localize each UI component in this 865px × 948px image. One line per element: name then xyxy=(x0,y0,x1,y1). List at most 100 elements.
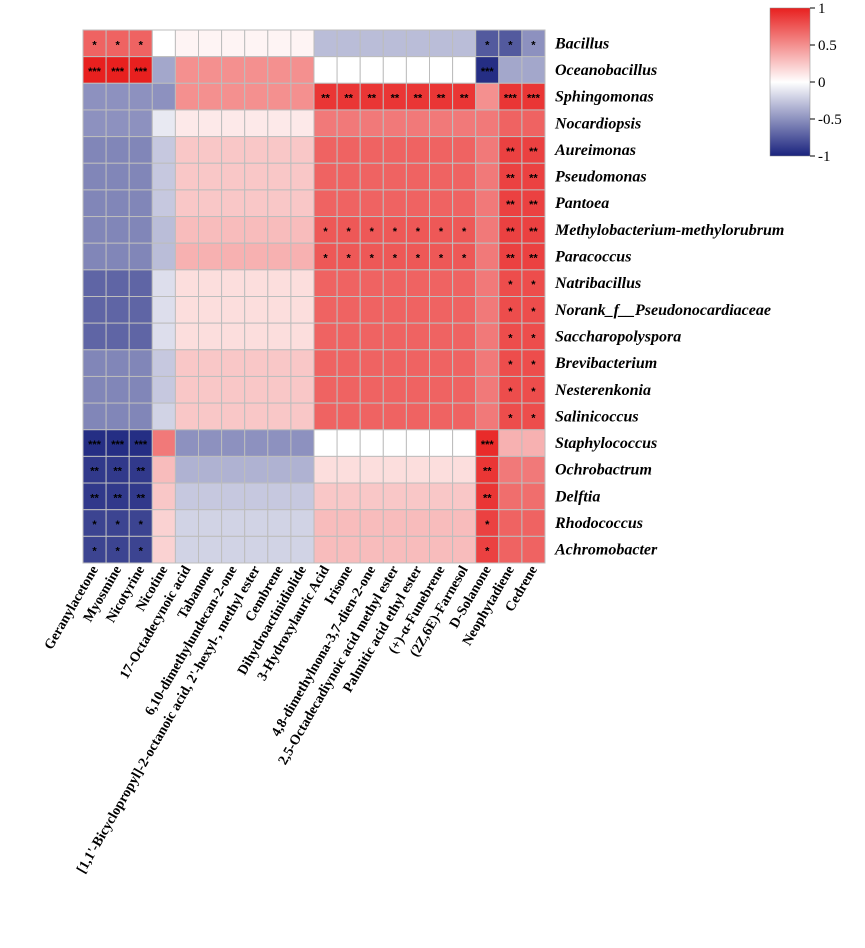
heatmap-cell xyxy=(267,216,292,244)
heatmap-cell xyxy=(382,56,407,84)
heatmap-cell xyxy=(244,82,269,111)
heatmap-cell xyxy=(359,535,384,564)
significance-marker: *** xyxy=(481,66,495,78)
heatmap-cell xyxy=(128,216,153,244)
heatmap-cell xyxy=(267,375,292,404)
significance-marker: *** xyxy=(527,93,541,105)
significance-marker: ** xyxy=(483,466,492,478)
heatmap-cell xyxy=(521,56,546,84)
significance-marker: * xyxy=(485,519,490,531)
heatmap-cell xyxy=(405,402,430,431)
significance-marker: * xyxy=(116,39,121,51)
heatmap-cell xyxy=(82,402,107,431)
row-label: Salinicoccus xyxy=(555,408,639,425)
row-label: Pseudomonas xyxy=(554,169,647,186)
heatmap-cell xyxy=(221,482,246,511)
row-label: Methylobacterium-methylorubrum xyxy=(554,222,784,239)
heatmap-cell xyxy=(405,455,430,484)
significance-marker: * xyxy=(139,39,144,51)
heatmap-cell xyxy=(313,349,338,377)
row-labels: Bacillus Oceanobacillus Sphingomonas Nocard… xyxy=(554,35,784,558)
heatmap-cell xyxy=(405,375,430,404)
heatmap-cell xyxy=(475,82,500,111)
row-label: Oceanobacillus xyxy=(555,62,657,79)
heatmap-cell xyxy=(244,56,269,84)
heatmap-cell xyxy=(313,162,338,191)
significance-marker: ** xyxy=(136,466,145,478)
heatmap-cell xyxy=(452,375,477,404)
legend-tick-label: 0.5 xyxy=(818,38,837,54)
heatmap-cell xyxy=(221,189,246,218)
heatmap-cell xyxy=(244,349,269,377)
significance-marker: ** xyxy=(113,466,122,478)
heatmap-cell xyxy=(290,136,315,164)
heatmap-cell xyxy=(429,162,454,191)
heatmap-cell xyxy=(151,82,176,111)
heatmap-cell xyxy=(290,455,315,484)
heatmap-cell xyxy=(313,189,338,218)
heatmap-cell xyxy=(244,162,269,191)
heatmap-cell xyxy=(429,269,454,298)
heatmap-cell xyxy=(405,189,430,218)
heatmap-cell xyxy=(429,322,454,351)
heatmap-cell xyxy=(82,136,107,164)
heatmap-cell xyxy=(429,56,454,84)
heatmap-cell xyxy=(221,29,246,58)
heatmap-cell xyxy=(382,349,407,377)
heatmap-cell xyxy=(151,375,176,404)
heatmap-cell xyxy=(128,189,153,218)
heatmap-cell xyxy=(336,162,361,191)
heatmap-cell xyxy=(359,509,384,537)
row-label: Achromobacter xyxy=(554,542,658,559)
heatmap-cell xyxy=(452,162,477,191)
heatmap-cell xyxy=(221,349,246,377)
significance-marker: ** xyxy=(344,93,353,105)
heatmap-cell xyxy=(521,455,546,484)
heatmap-cell xyxy=(151,162,176,191)
heatmap-cell xyxy=(452,322,477,351)
heatmap-cell xyxy=(429,136,454,164)
heatmap-cell xyxy=(429,482,454,511)
heatmap-cell xyxy=(105,189,130,218)
heatmap-cell xyxy=(475,375,500,404)
significance-marker: ** xyxy=(529,146,538,158)
heatmap-cell xyxy=(244,136,269,164)
significance-marker: ** xyxy=(529,226,538,238)
heatmap-cell xyxy=(198,136,223,164)
heatmap-cell xyxy=(498,455,523,484)
heatmap-cell xyxy=(221,322,246,351)
heatmap-cell xyxy=(82,375,107,404)
row-label: Natribacillus xyxy=(554,275,641,292)
heatmap-cell xyxy=(336,322,361,351)
heatmap-cell xyxy=(521,429,546,457)
heatmap-cell xyxy=(267,455,292,484)
heatmap-cell xyxy=(198,375,223,404)
heatmap-cell xyxy=(244,509,269,537)
heatmap-cell xyxy=(151,189,176,218)
heatmap-cell xyxy=(405,29,430,58)
heatmap-cell xyxy=(475,349,500,377)
heatmap-cell xyxy=(336,455,361,484)
significance-marker: * xyxy=(531,412,536,424)
significance-marker: * xyxy=(323,226,328,238)
heatmap-cell xyxy=(290,162,315,191)
heatmap-cell xyxy=(267,402,292,431)
heatmap-cell xyxy=(359,109,384,138)
heatmap-cell xyxy=(198,296,223,324)
heatmap-cell xyxy=(244,322,269,351)
heatmap-cell xyxy=(105,109,130,138)
heatmap-cell xyxy=(174,242,199,271)
heatmap-cell xyxy=(290,482,315,511)
heatmap-cell xyxy=(128,242,153,271)
significance-marker: ** xyxy=(460,93,469,105)
heatmap-cell xyxy=(382,535,407,564)
heatmap-cell xyxy=(198,29,223,58)
heatmap-cell xyxy=(221,429,246,457)
heatmap-cell xyxy=(382,375,407,404)
heatmap-cell xyxy=(267,189,292,218)
significance-marker: * xyxy=(508,359,513,371)
heatmap-cell xyxy=(290,535,315,564)
heatmap-cell xyxy=(244,402,269,431)
heatmap-cell xyxy=(198,482,223,511)
heatmap-cell xyxy=(313,269,338,298)
